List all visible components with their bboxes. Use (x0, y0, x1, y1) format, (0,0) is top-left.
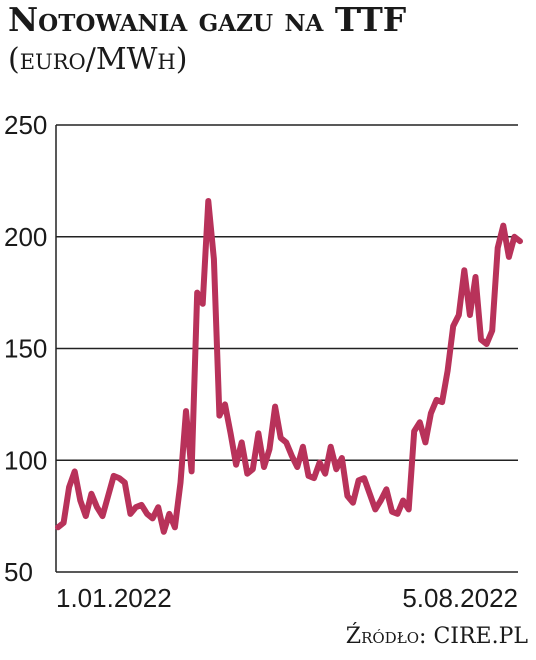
gridlines (55, 124, 518, 573)
x-axis-ticks: 1.01.2022 5.08.2022 (56, 583, 518, 613)
x-tick-label-start: 1.01.2022 (56, 583, 172, 613)
series-line-ttf (55, 198, 523, 535)
y-tick-label: 150 (4, 334, 47, 364)
y-axis-ticks: 250 200 150 100 50 (4, 110, 47, 587)
y-tick-label: 100 (4, 445, 47, 475)
source-note: Źródło: CIRE.PL (345, 624, 528, 649)
plot-area (55, 198, 523, 535)
chart-subtitle: (euro/MWh) (8, 42, 188, 77)
chart-title: Notowania gazu na TTF (8, 0, 407, 39)
y-tick-label: 50 (4, 557, 33, 587)
y-tick-label: 200 (4, 222, 47, 252)
y-tick-label: 250 (4, 110, 47, 140)
x-tick-label-end: 5.08.2022 (402, 583, 518, 613)
